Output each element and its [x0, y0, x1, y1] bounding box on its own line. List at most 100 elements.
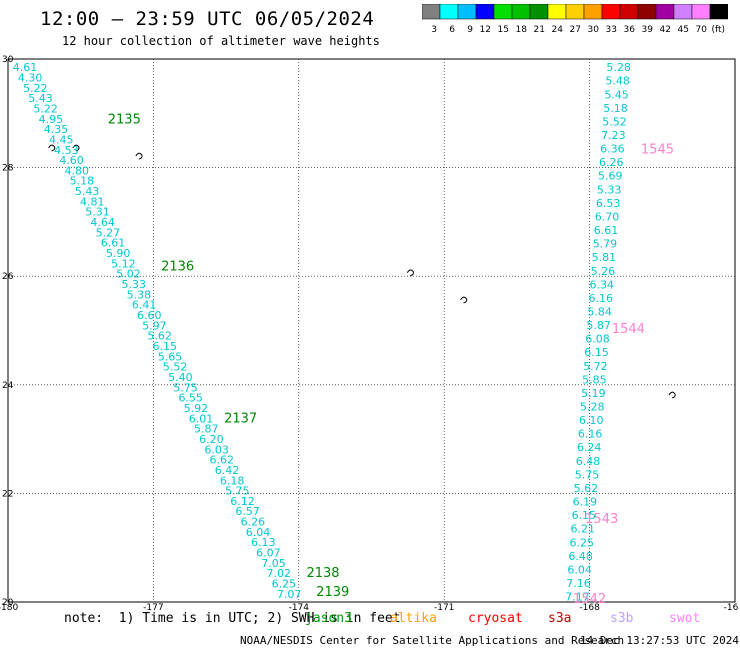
scale-label: 42 [660, 25, 671, 35]
map-subtitle: 12 hour collection of altimeter wave hei… [62, 34, 380, 48]
wave-height-value: 6.15 [572, 509, 597, 522]
scale-label: 30 [588, 25, 600, 35]
wave-height-value: 5.48 [605, 75, 630, 88]
map-frame [7, 58, 736, 603]
wave-height-value: 6.70 [595, 210, 620, 223]
pass-time-label: 2135 [108, 113, 141, 128]
wave-height-value: 5.27 [96, 226, 121, 239]
pass-time-label: 1544 [612, 322, 645, 337]
pass-time-label: 1545 [641, 143, 674, 158]
wave-height-value: 7.07 [277, 588, 302, 601]
wave-height-value: 5.43 [75, 185, 100, 198]
wave-height-value: 6.19 [573, 496, 598, 509]
map-title: 12:00 – 23:59 UTC 06/05/2024 [40, 8, 375, 30]
lon-tick-label: -171 [434, 603, 454, 610]
wave-height-value: 5.33 [597, 183, 622, 196]
wave-height-value: 6.61 [594, 224, 619, 237]
scale-label: 27 [570, 25, 581, 35]
satellite-legend-altika: altika [390, 611, 437, 626]
wave-height-value: 5.18 [70, 175, 95, 188]
wave-height-value: 6.25 [272, 578, 297, 591]
scale-swatch [709, 4, 728, 20]
satellite-legend-cryosat: cryosat [468, 611, 523, 626]
wave-height-value: 5.33 [121, 278, 146, 291]
wave-height-value: 4.80 [65, 164, 90, 177]
wave-height-value: 6.61 [101, 237, 126, 250]
wave-height-value: 5.75 [173, 381, 198, 394]
lon-tick-label: -177 [143, 603, 163, 610]
wave-height-value: 5.28 [606, 61, 631, 74]
wave-height-value: 7.17 [565, 591, 590, 604]
scale-label: 70 [696, 25, 708, 35]
lon-tick-label: -174 [289, 603, 310, 610]
wave-height-value: 5.97 [142, 319, 167, 332]
satellite-legend-s3a: s3a [548, 611, 572, 626]
wave-height-value: 6.48 [576, 455, 601, 468]
scale-label: 24 [552, 25, 564, 35]
wave-height-value: 6.62 [210, 454, 235, 467]
scale-label: 15 [498, 25, 509, 35]
wave-height-value: 6.03 [204, 443, 229, 456]
scale-label: 45 [678, 25, 689, 35]
wave-height-value: 6.08 [585, 333, 610, 346]
wave-height-value: 5.69 [598, 170, 623, 183]
wave-height-value: 5.84 [587, 305, 612, 318]
wave-height-value: 6.48 [568, 550, 593, 563]
wave-height-value: 7.16 [566, 577, 591, 590]
island-outline [135, 152, 143, 160]
wave-height-value: 6.15 [584, 346, 609, 359]
wave-height-value: 5.62 [147, 330, 172, 343]
wave-height-value: 6.53 [596, 197, 621, 210]
wave-height-value: 7.02 [266, 567, 291, 580]
wave-height-value: 4.53 [54, 144, 79, 157]
wave-height-value: 6.55 [178, 392, 203, 405]
scale-label: 36 [624, 25, 636, 35]
wave-height-value: 5.22 [23, 82, 48, 95]
lon-tick-label: -16 [724, 603, 739, 610]
island-outline [406, 269, 414, 277]
wave-height-value: 6.20 [199, 433, 224, 446]
wave-height-value: 6.57 [235, 505, 260, 518]
wave-height-value: 5.38 [127, 288, 152, 301]
wave-height-value: 6.10 [579, 414, 604, 427]
lat-tick-label: 20 [2, 598, 14, 608]
scale-label: 6 [449, 25, 455, 35]
scale-label: 39 [642, 25, 654, 35]
wave-height-value: 7.23 [601, 129, 626, 142]
scale-label: 18 [516, 25, 528, 35]
wave-height-map: -180-177-174-171-168-163028262422204.614… [0, 55, 739, 610]
satellite-legend-jason3: jason3 [305, 611, 352, 626]
wave-height-value: 5.02 [116, 268, 141, 281]
wave-height-value: 6.24 [577, 441, 602, 454]
scale-label: (ft) [711, 25, 725, 35]
wave-height-value: 4.60 [59, 154, 84, 167]
wave-height-value: 5.43 [28, 92, 53, 105]
wave-height-value: 5.52 [163, 361, 188, 374]
color-scale-legend: 3 6 9 12 15 18 21 24 27 30 33 36 39 42 45 70 (ft) [422, 4, 728, 35]
wave-height-value: 5.92 [184, 402, 209, 415]
island-outline [72, 144, 80, 152]
wave-height-value: 6.36 [600, 143, 625, 156]
wave-height-value: 6.25 [569, 536, 594, 549]
wave-height-value: 7.05 [261, 557, 286, 570]
wave-height-value: 4.61 [13, 61, 38, 74]
wave-height-value: 5.87 [586, 319, 611, 332]
wave-height-value: 5.12 [111, 257, 136, 270]
wave-height-value: 6.16 [578, 428, 603, 441]
wave-height-value: 4.64 [90, 216, 115, 229]
wave-height-value: 6.26 [241, 516, 266, 529]
wave-height-value: 5.40 [168, 371, 193, 384]
satellite-legend-swot: swot [669, 611, 701, 626]
wave-height-value: 5.87 [194, 423, 219, 436]
scale-label: 21 [534, 25, 545, 35]
track-jason3: 4.614.305.225.435.224.954.354.454.534.60… [13, 61, 350, 601]
wave-height-value: 4.81 [80, 195, 105, 208]
wave-height-value: 5.45 [604, 88, 629, 101]
wave-height-value: 4.35 [44, 123, 69, 136]
wave-height-value: 4.30 [18, 71, 43, 84]
wave-height-value: 6.04 [567, 563, 592, 576]
wave-height-value: 5.26 [591, 265, 616, 278]
wave-height-value: 6.12 [230, 495, 255, 508]
island-outline [668, 391, 676, 399]
wave-height-value: 6.42 [215, 464, 240, 477]
